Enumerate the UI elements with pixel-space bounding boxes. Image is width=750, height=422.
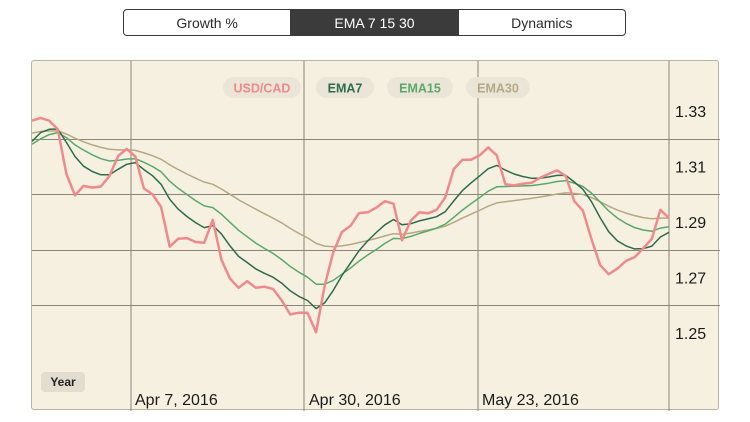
y-tick-label: 1.27 (675, 271, 706, 288)
chart-area: 1.33 1.31 1.29 1.27 1.25 Apr 7, 2016 Apr 30, 2… (31, 60, 720, 411)
legend-ema7-pill[interactable] (316, 77, 374, 98)
period-year-button[interactable]: Year (41, 372, 85, 392)
tab-growth[interactable]: Growth % (176, 14, 238, 31)
usdcad-line (32, 116, 670, 334)
legend-usdcad-label: USD/CAD (234, 82, 291, 96)
legend-ema15-pill[interactable] (387, 77, 453, 98)
y-tick-label: 1.25 (675, 326, 706, 343)
legend-ema30-label: EMA30 (477, 82, 519, 96)
legend-ema15-label: EMA15 (399, 82, 441, 96)
ema30-line (32, 130, 669, 248)
y-tick-label: 1.33 (675, 104, 706, 121)
ema7-line (32, 128, 670, 310)
legend-ema30-pill[interactable] (466, 77, 530, 98)
x-tick-label: May 23, 2016 (482, 392, 579, 409)
x-tick-label: Apr 30, 2016 (309, 392, 401, 409)
y-tick-label: 1.29 (675, 215, 706, 232)
y-tick-label: 1.31 (675, 160, 706, 177)
x-tick-label: Apr 7, 2016 (135, 392, 218, 409)
view-segmented-control: Growth % EMA 7 15 30 Dynamics (123, 9, 626, 36)
legend-usdcad-pill[interactable] (223, 77, 301, 98)
legend-ema7-label: EMA7 (328, 82, 363, 96)
ema-line-chart: 1.33 1.31 1.29 1.27 1.25 Apr 7, 2016 Apr 30, 2… (32, 61, 720, 411)
tab-ema[interactable]: EMA 7 15 30 (290, 10, 458, 35)
ema15-line (32, 131, 670, 285)
tab-dynamics[interactable]: Dynamics (457, 10, 625, 35)
